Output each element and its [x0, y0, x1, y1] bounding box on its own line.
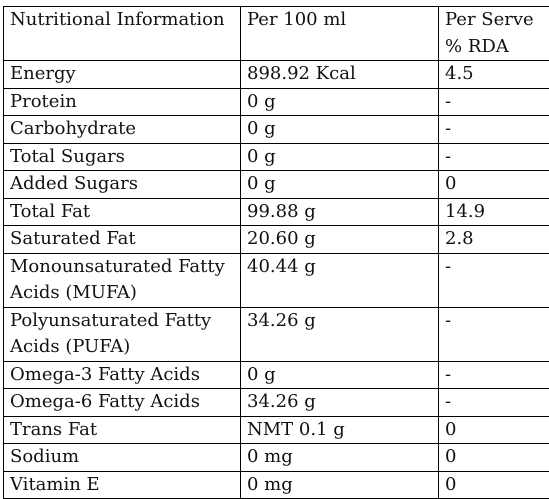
header-per-100-ml: Per 100 ml	[241, 7, 439, 61]
nutrient-per-100: 20.60 g	[241, 226, 439, 254]
header-nutritional-information: Nutritional Information	[4, 7, 241, 61]
nutrient-rda: 2.8	[439, 226, 549, 254]
nutrient-rda: -	[439, 253, 549, 307]
nutrient-per-100: 34.26 g	[241, 307, 439, 361]
nutrient-rda: 0	[439, 171, 549, 199]
nutrient-name: Monounsaturated Fatty Acids (MUFA)	[4, 253, 241, 307]
table-row: Polyunsaturated Fatty Acids (PUFA) 34.26…	[4, 307, 549, 361]
table-row: Saturated Fat 20.60 g 2.8	[4, 226, 549, 254]
nutrient-name: Omega-6 Fatty Acids	[4, 389, 241, 417]
nutrient-per-100: 40.44 g	[241, 253, 439, 307]
table-row: Trans Fat NMT 0.1 g 0	[4, 416, 549, 444]
table-row: Sodium 0 mg 0	[4, 444, 549, 472]
nutrient-rda: 14.9	[439, 198, 549, 226]
table-row: Total Fat 99.88 g 14.9	[4, 198, 549, 226]
nutrient-per-100: 0 g	[241, 88, 439, 116]
table-row: Vitamin E 0 mg 0	[4, 471, 549, 499]
nutrient-name: Vitamin E	[4, 471, 241, 499]
nutrient-rda: 0	[439, 416, 549, 444]
nutrient-name: Added Sugars	[4, 171, 241, 199]
table-row: Total Sugars 0 g -	[4, 143, 549, 171]
nutrient-name: Carbohydrate	[4, 116, 241, 144]
nutrient-rda: 0	[439, 444, 549, 472]
nutrient-name: Energy	[4, 61, 241, 89]
nutrient-per-100: 0 g	[241, 143, 439, 171]
table-row: Monounsaturated Fatty Acids (MUFA) 40.44…	[4, 253, 549, 307]
table-row: Carbohydrate 0 g -	[4, 116, 549, 144]
nutrient-rda: -	[439, 361, 549, 389]
nutrient-per-100: 34.26 g	[241, 389, 439, 417]
nutrient-name: Total Fat	[4, 198, 241, 226]
nutrient-per-100: 0 g	[241, 361, 439, 389]
nutrient-name: Saturated Fat	[4, 226, 241, 254]
nutrient-per-100: 898.92 Kcal	[241, 61, 439, 89]
table-row: Omega-3 Fatty Acids 0 g -	[4, 361, 549, 389]
nutrient-per-100: 99.88 g	[241, 198, 439, 226]
nutrient-name: Polyunsaturated Fatty Acids (PUFA)	[4, 307, 241, 361]
nutrient-per-100: 0 mg	[241, 444, 439, 472]
table-header-row: Nutritional Information Per 100 ml Per S…	[4, 7, 549, 61]
nutrition-table: Nutritional Information Per 100 ml Per S…	[3, 6, 549, 499]
nutrient-name: Protein	[4, 88, 241, 116]
nutrient-rda: -	[439, 307, 549, 361]
nutrient-rda: -	[439, 389, 549, 417]
table-row: Added Sugars 0 g 0	[4, 171, 549, 199]
nutrient-rda: 4.5	[439, 61, 549, 89]
nutrient-rda: -	[439, 88, 549, 116]
nutrient-name: Total Sugars	[4, 143, 241, 171]
table-row: Protein 0 g -	[4, 88, 549, 116]
header-per-serve-rda: Per Serve % RDA	[439, 7, 549, 61]
nutrient-per-100: NMT 0.1 g	[241, 416, 439, 444]
nutrient-name: Trans Fat	[4, 416, 241, 444]
nutrient-per-100: 0 g	[241, 171, 439, 199]
nutrient-rda: 0	[439, 471, 549, 499]
nutrient-per-100: 0 g	[241, 116, 439, 144]
nutrient-rda: -	[439, 143, 549, 171]
table-row: Energy 898.92 Kcal 4.5	[4, 61, 549, 89]
nutrient-name: Omega-3 Fatty Acids	[4, 361, 241, 389]
nutrient-name: Sodium	[4, 444, 241, 472]
table-row: Omega-6 Fatty Acids 34.26 g -	[4, 389, 549, 417]
nutrient-rda: -	[439, 116, 549, 144]
nutrient-per-100: 0 mg	[241, 471, 439, 499]
